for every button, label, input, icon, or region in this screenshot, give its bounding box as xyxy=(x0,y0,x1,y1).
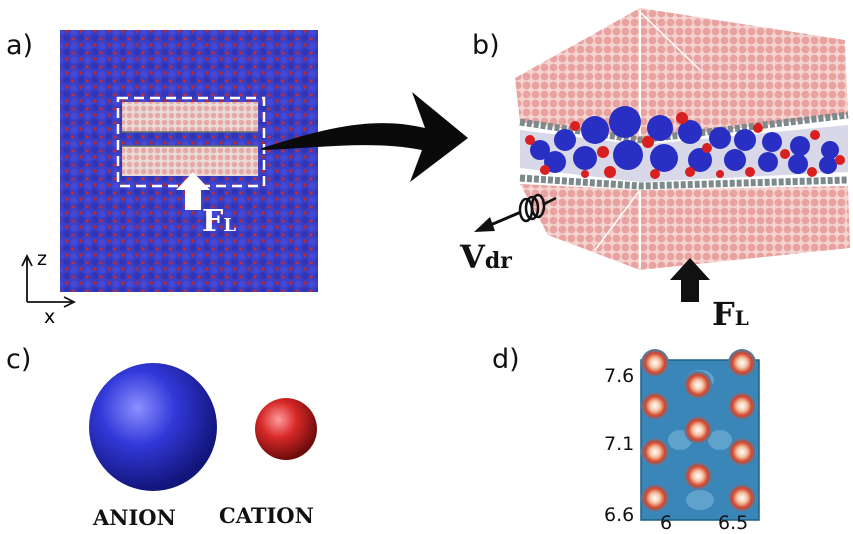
force-arrow-icon xyxy=(670,258,710,302)
drive-arrow-icon xyxy=(474,210,522,232)
panel-b-label: b) xyxy=(472,30,500,61)
force-label-a: FL xyxy=(202,204,236,239)
lower-wall xyxy=(122,146,258,176)
panel-a-label: a) xyxy=(6,30,34,61)
force-label-b: FL xyxy=(712,295,749,333)
y-tick-1: 7.6 xyxy=(604,365,635,387)
channel-render xyxy=(515,8,850,270)
axis-z-label: z xyxy=(37,248,47,270)
y-tick-2: 7.1 xyxy=(604,433,635,455)
upper-wall xyxy=(122,102,258,132)
panel-c-label: c) xyxy=(6,344,32,375)
x-tick-2: 6.5 xyxy=(718,512,749,534)
spring-icon xyxy=(518,193,557,223)
axes-icon xyxy=(21,253,77,308)
force-arrow-icon xyxy=(176,172,210,210)
drive-velocity-label: Vdr xyxy=(460,238,512,276)
y-tick-3: 6.6 xyxy=(604,504,635,526)
cation-label: CATION xyxy=(219,503,314,528)
density-map xyxy=(640,349,760,521)
panel-d-label: d) xyxy=(492,344,520,375)
cation-sphere xyxy=(255,398,317,460)
arrow-right-icon xyxy=(262,92,468,182)
anion-sphere xyxy=(89,363,217,491)
x-tick-1: 6 xyxy=(660,512,673,534)
anion-label: ANION xyxy=(93,505,176,530)
axis-x-label: x xyxy=(44,306,56,328)
